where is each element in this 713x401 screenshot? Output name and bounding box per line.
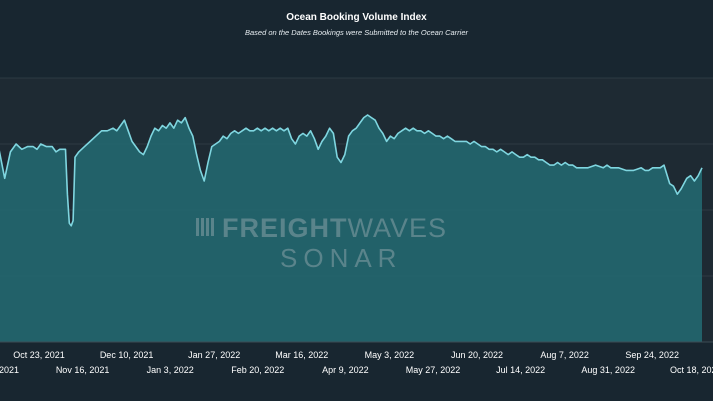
- watermark: FREIGHTWAVES SONAR: [196, 213, 447, 273]
- x-tick-label-row2-5: May 27, 2022: [406, 365, 461, 375]
- x-tick-label-row1-2: Jan 27, 2022: [188, 350, 240, 360]
- series-line: [0, 114, 703, 227]
- x-tick-label-row2-1: Nov 16, 2021: [56, 365, 110, 375]
- x-tick-label-row2-3: Feb 20, 2022: [231, 365, 284, 375]
- x-tick-label-row2-0: 2021: [0, 365, 19, 375]
- chart-subtitle: Based on the Dates Bookings were Submitt…: [244, 28, 469, 37]
- x-axis-ticks-row1: Oct 23, 2021 Dec 10, 2021 Jan 27, 2022 Mar …: [13, 350, 679, 360]
- x-tick-label-row2-2: Jan 3, 2022: [147, 365, 194, 375]
- watermark-word-bold: FREIGHTWAVES: [222, 213, 447, 243]
- x-tick-label-row1-5: Jun 20, 2022: [451, 350, 503, 360]
- x-axis-ticks-row2: 2021 Nov 16, 2021 Jan 3, 2022 Feb 20, 2022 A…: [0, 365, 713, 375]
- area-fill: [0, 115, 702, 342]
- watermark-word-sonar: SONAR: [280, 243, 402, 273]
- series-layer: [0, 114, 703, 342]
- x-tick-label-row1-4: May 3, 2022: [365, 350, 415, 360]
- x-tick-label-row2-8: Oct 18, 2022: [670, 365, 713, 375]
- x-tick-label-row1-1: Dec 10, 2021: [100, 350, 154, 360]
- x-tick-label-row2-6: Jul 14, 2022: [496, 365, 545, 375]
- x-tick-label-row1-6: Aug 7, 2022: [540, 350, 589, 360]
- x-tick-label-row1-3: Mar 16, 2022: [275, 350, 328, 360]
- chart-title: Ocean Booking Volume Index: [286, 12, 427, 23]
- x-tick-label-row2-7: Aug 31, 2022: [581, 365, 635, 375]
- x-tick-label-row1-7: Sep 24, 2022: [625, 350, 679, 360]
- freightwaves-logo-icon: [196, 218, 214, 236]
- x-tick-label-row1-0: Oct 23, 2021: [13, 350, 65, 360]
- x-tick-label-row2-4: Apr 9, 2022: [322, 365, 369, 375]
